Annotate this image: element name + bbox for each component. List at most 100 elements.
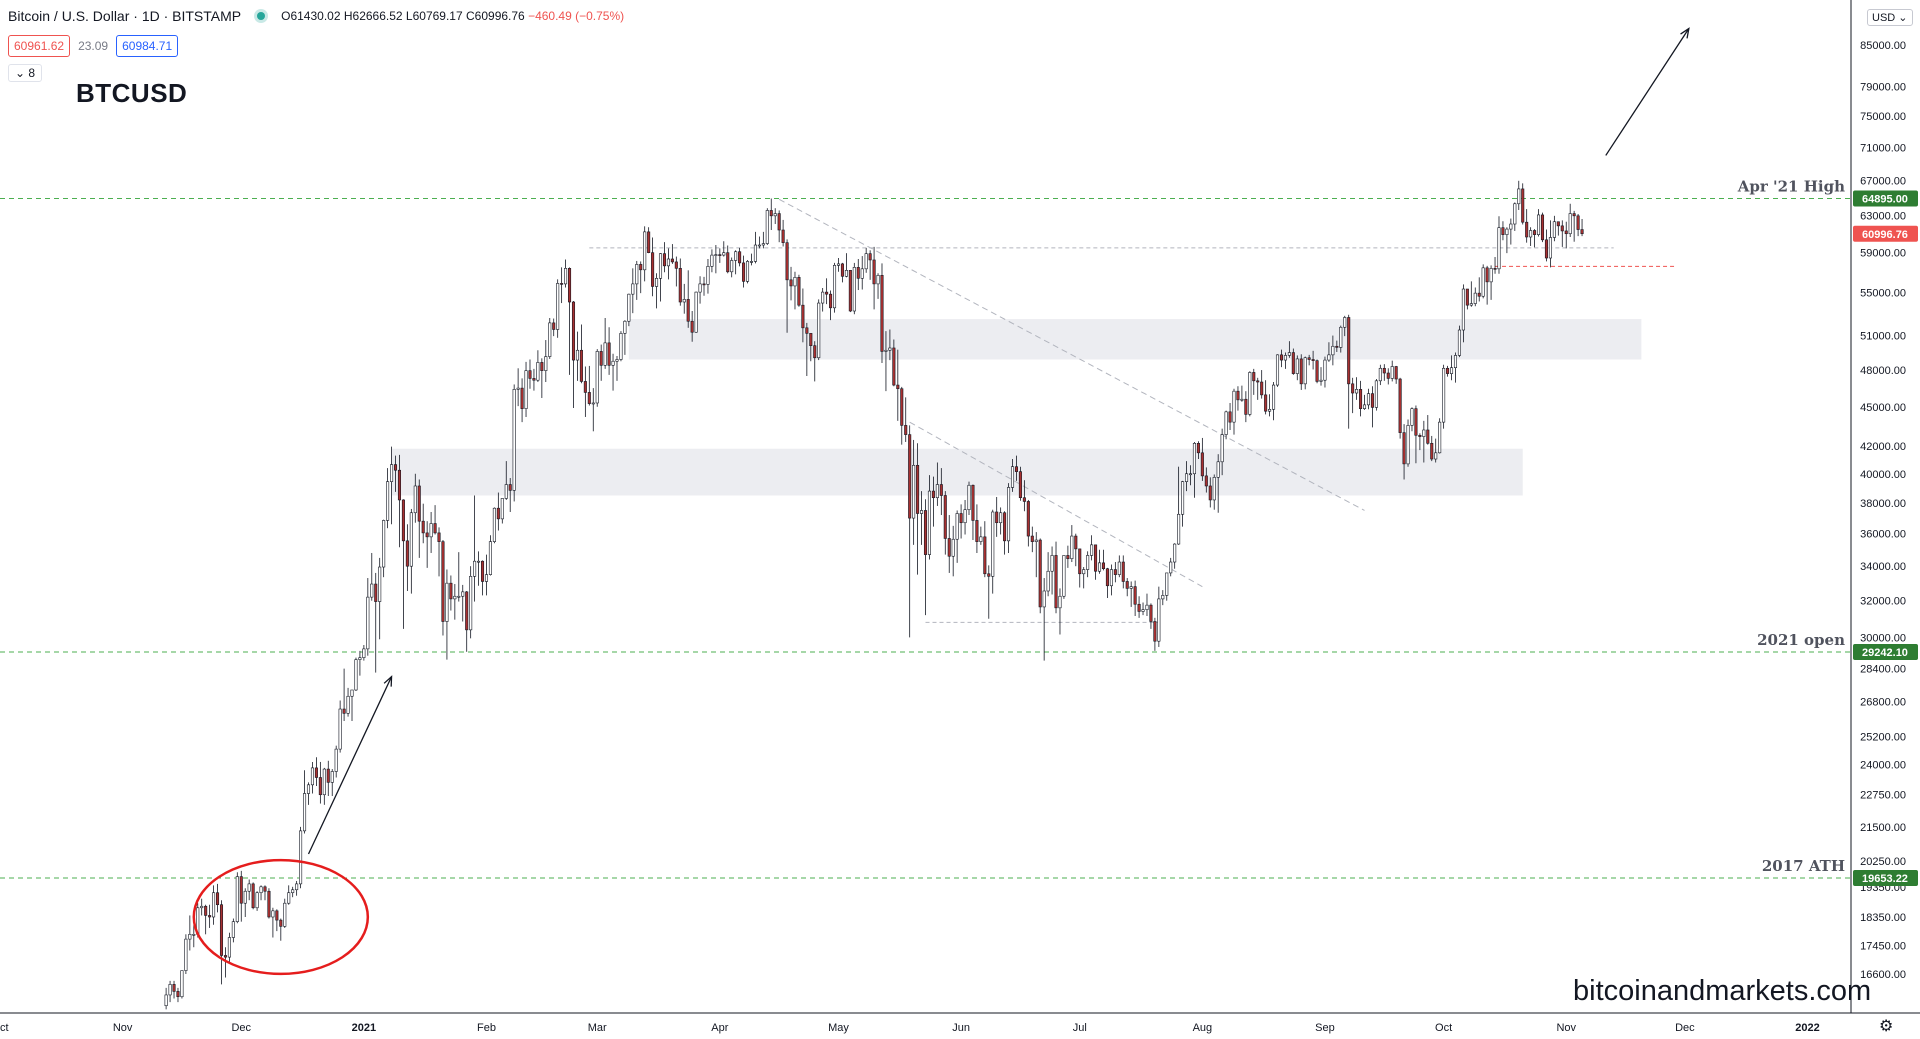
candle — [429, 511, 433, 553]
support-resistance-zone — [391, 448, 1523, 496]
candle-body — [516, 387, 520, 390]
candle-body — [1382, 367, 1386, 374]
candle — [473, 495, 477, 602]
candle — [1042, 578, 1046, 661]
candle-body — [836, 263, 841, 266]
candle-body — [552, 322, 556, 330]
chart-title: BTCUSD — [76, 78, 188, 108]
candle — [1343, 315, 1347, 337]
candle-body — [1315, 360, 1319, 382]
candle — [1513, 202, 1517, 231]
candle-body — [188, 934, 192, 940]
candle-body — [366, 596, 370, 650]
candle — [809, 333, 813, 362]
candle — [1426, 415, 1430, 445]
candle-body — [745, 261, 750, 282]
candle-body — [1054, 555, 1058, 609]
currency-selector[interactable]: USD ⌄ — [1867, 9, 1913, 26]
price-tick-label: 28400.00 — [1860, 664, 1906, 676]
candle — [188, 915, 192, 951]
candle — [386, 468, 390, 529]
candle — [1406, 419, 1410, 467]
key-level-price-tag: 29242.10 — [1862, 647, 1908, 659]
candle-body — [571, 301, 576, 361]
candle — [781, 219, 785, 247]
candle-body — [1252, 372, 1256, 382]
candle — [504, 461, 508, 500]
candle — [1438, 418, 1442, 454]
candle-body — [279, 919, 283, 927]
candle — [1517, 180, 1521, 210]
candle — [1169, 557, 1173, 577]
candle — [1161, 590, 1165, 606]
candle — [275, 909, 279, 932]
candle-body — [1169, 561, 1173, 574]
candle — [263, 885, 267, 901]
gear-icon[interactable]: ⚙ — [1879, 1018, 1894, 1035]
candle-body — [1572, 213, 1576, 217]
candle — [342, 668, 346, 721]
indicators-collapse-button[interactable]: ⌄ 8 — [8, 64, 43, 82]
time-tick-label: Jun — [952, 1022, 970, 1034]
candle — [271, 907, 275, 938]
candle — [860, 256, 864, 290]
candle-body — [651, 252, 655, 287]
bid-ask-panel: 60961.62 23.09 60984.71 — [8, 35, 179, 57]
candle-body — [1279, 354, 1283, 361]
candle — [1188, 465, 1193, 486]
candle-body — [1339, 326, 1343, 348]
candle — [730, 257, 734, 278]
candle-body — [765, 210, 769, 244]
candle — [1173, 543, 1177, 569]
buy-button[interactable]: 60984.71 — [116, 35, 179, 57]
candle — [876, 273, 880, 299]
candle — [480, 560, 485, 596]
candle — [255, 891, 259, 911]
candle — [318, 761, 322, 804]
candle — [947, 515, 951, 573]
candle-body — [690, 320, 694, 333]
candle — [1287, 341, 1291, 358]
candle-body — [255, 892, 259, 909]
candle-body — [1275, 354, 1280, 386]
candle-body — [318, 777, 322, 796]
candle-body — [1030, 535, 1034, 542]
candle — [662, 242, 666, 273]
price-tick-label: 30000.00 — [1860, 632, 1906, 644]
candle — [1355, 377, 1359, 400]
candle-body — [1268, 408, 1272, 412]
candle-body — [346, 695, 350, 714]
candle-body — [1319, 379, 1323, 382]
candle-body — [829, 293, 833, 309]
time-tick-label: Sep — [1315, 1022, 1335, 1034]
candle — [1212, 474, 1216, 510]
candle-body — [1355, 389, 1359, 394]
sell-button[interactable]: 60961.62 — [8, 35, 71, 57]
candle — [552, 318, 556, 337]
candle — [1129, 581, 1133, 607]
candle-body — [172, 984, 176, 992]
candle-body — [635, 264, 639, 285]
candle-body — [718, 254, 722, 256]
key-level-price-tag: 64895.00 — [1862, 194, 1908, 206]
candle-body — [583, 381, 587, 393]
candle-body — [1331, 345, 1335, 356]
candle-body — [1272, 384, 1276, 410]
candle-body — [805, 327, 809, 334]
symbol-title[interactable]: Bitcoin / U.S. Dollar · 1D · BITSTAMP — [8, 8, 242, 24]
candle — [532, 368, 536, 391]
time-tick-label: Apr — [711, 1022, 728, 1034]
candle — [1145, 593, 1149, 616]
candle-body — [785, 242, 789, 281]
candle — [1014, 455, 1018, 481]
candle-body — [1058, 595, 1062, 609]
candle-body — [920, 510, 924, 514]
candle-body — [425, 532, 429, 538]
candle — [216, 883, 220, 913]
spread-value: 23.09 — [78, 39, 109, 53]
candle — [568, 267, 572, 375]
candle — [425, 521, 429, 568]
candle — [987, 565, 991, 619]
candle-body — [164, 994, 168, 1007]
